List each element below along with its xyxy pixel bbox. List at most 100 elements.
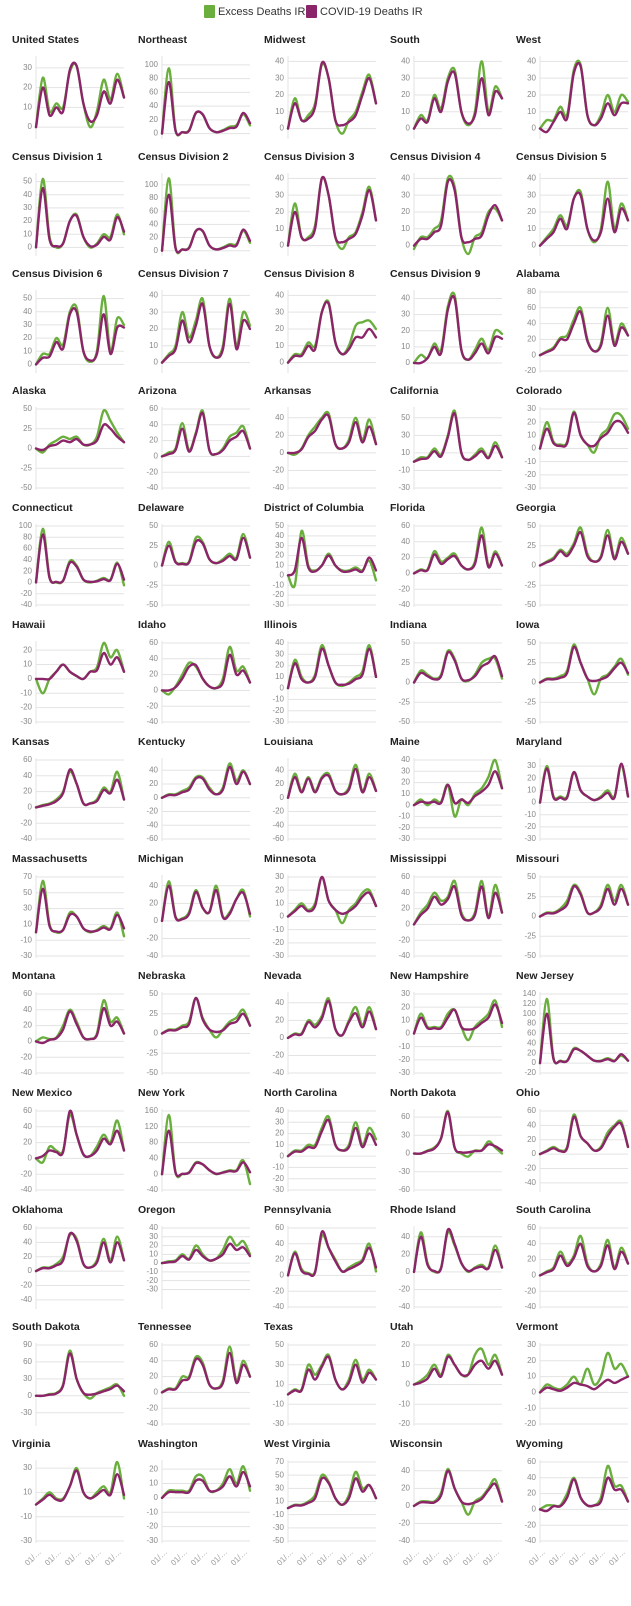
y-tick-label: 20 [23,787,32,796]
series-line [538,1242,630,1277]
y-tick-label: -20 [20,818,32,827]
panel-title: Michigan [138,853,184,865]
y-tick-label: 20 [275,1015,284,1024]
x-tick-label: 01/… [169,1548,189,1568]
series-line [412,412,504,463]
series-line [538,310,630,357]
y-tick-label: 30 [401,73,410,82]
y-tick-label: 10 [23,346,32,355]
y-tick-label: -30 [398,483,410,492]
panel-title: Census Division 5 [516,151,607,163]
panel-title: Indiana [390,619,427,631]
y-tick-label: -20 [146,701,158,710]
y-tick-label: 30 [527,190,536,199]
y-tick-label: -20 [146,467,158,476]
y-tick-label: 20 [527,1255,536,1264]
y-tick-label: 50 [23,888,32,897]
y-tick-label: -40 [146,820,158,829]
y-tick-label: 0 [28,444,33,453]
x-tick-label: 01/… [275,1548,295,1568]
y-tick-label: -20 [524,1419,536,1428]
panel-title: Kentucky [138,736,185,748]
y-tick-label: 40 [275,638,284,647]
y-tick-label: 50 [149,989,158,998]
y-tick-label: 10 [23,920,32,929]
panel-title: Pennsylvania [264,1204,331,1216]
x-tick-label: 01/… [315,1548,335,1568]
panel-title: North Dakota [390,1087,456,1099]
y-tick-label: 40 [23,307,32,316]
y-tick-label: 20 [149,115,158,124]
series-line [34,999,126,1043]
y-tick-label: -60 [398,1185,410,1194]
panel-title: Rhode Island [390,1204,456,1216]
y-tick-label: 30 [401,989,410,998]
y-tick-label: 30 [527,404,536,413]
y-tick-label: 40 [401,1466,410,1475]
panel-title: Washington [138,1438,198,1450]
y-tick-label: 60 [23,755,32,764]
y-tick-label: 0 [532,350,537,359]
series-line [412,884,504,926]
y-tick-label: 40 [149,1356,158,1365]
series-line [412,650,504,684]
series-line [412,1355,504,1386]
series-line [538,191,630,247]
y-tick-label: -10 [20,935,32,944]
y-tick-label: 25 [527,541,536,550]
y-tick-label: 160 [145,1106,159,1115]
panel-title: Oregon [138,1204,175,1216]
y-tick-label: 20 [275,324,284,333]
series-line [160,1351,252,1394]
series-line [538,411,630,450]
x-tick-label: 01/… [547,1548,567,1568]
y-tick-label: 40 [401,294,410,303]
series-line [34,423,126,452]
y-tick-label: 0 [154,686,159,695]
series-line [34,768,126,809]
y-tick-label: 0 [154,246,159,255]
x-tick-label: 01/… [229,1548,249,1568]
y-tick-label: 20 [401,778,410,787]
panel-title: Wyoming [516,1438,563,1450]
y-tick-label: 0 [28,1037,33,1046]
series-line [412,178,504,247]
y-tick-label: 60 [149,1340,158,1349]
y-tick-label: 30 [23,63,32,72]
y-tick-label: 10 [275,561,284,570]
y-tick-label: 20 [275,1255,284,1264]
y-tick-label: 70 [275,1457,284,1466]
y-tick-label: 10 [401,448,410,457]
panel-title: Nevada [264,970,302,982]
panel-title: South Carolina [516,1204,591,1216]
series-line [412,1109,504,1158]
y-tick-label: 20 [149,436,158,445]
y-tick-label: 20 [527,335,536,344]
y-tick-label: 10 [23,102,32,111]
y-tick-label: 100 [523,1009,537,1018]
series-line [34,1109,126,1160]
y-tick-label: 0 [154,452,159,461]
panel-title: Texas [264,1321,293,1333]
series-line [160,80,252,137]
y-tick-label: 40 [275,1239,284,1248]
panel-title: Maine [390,736,420,748]
y-tick-label: 20 [149,1464,158,1473]
y-tick-label: 0 [406,1149,411,1158]
panel-title: Mississippi [390,853,447,865]
y-tick-label: 20 [527,207,536,216]
series-line [412,70,504,130]
y-tick-label: -20 [524,366,536,375]
y-tick-label: 10 [401,1015,410,1024]
y-tick-label: -30 [524,483,536,492]
y-tick-label: 30 [527,1340,536,1349]
panel-title: New Hampshire [390,970,469,982]
series-line [286,1230,378,1278]
y-tick-label: 40 [23,1005,32,1014]
panel-title: California [390,385,439,397]
y-tick-label: 0 [280,1033,285,1042]
y-tick-label: 40 [149,290,158,299]
y-tick-label: 50 [401,638,410,647]
y-tick-label: 40 [275,56,284,65]
y-tick-label: -25 [524,697,536,706]
